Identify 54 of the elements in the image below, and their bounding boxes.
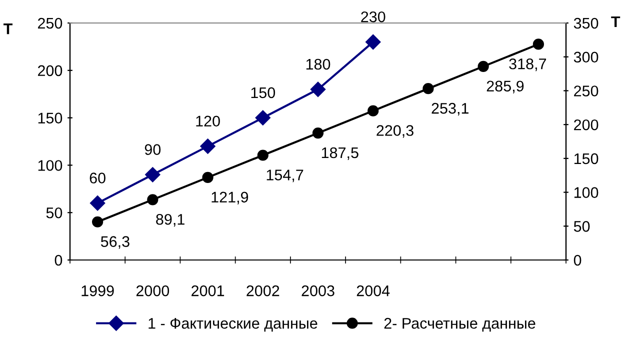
point bbox=[92, 216, 104, 228]
y2-tick-label: 100 bbox=[574, 187, 598, 198]
x-tick-label: 1999 bbox=[82, 285, 114, 296]
data-label: 285,9 bbox=[486, 80, 524, 94]
y2-tick-label: 250 bbox=[574, 86, 598, 96]
y-tick-label: 250 bbox=[38, 18, 62, 29]
data-label: 56,3 bbox=[100, 236, 130, 249]
legend-label: 1 - Фактические данные bbox=[148, 318, 318, 332]
point bbox=[368, 105, 379, 116]
x-tick-label: 2003 bbox=[302, 285, 334, 296]
data-label: 187,5 bbox=[322, 147, 358, 160]
x-tick-label: 2004 bbox=[356, 285, 390, 296]
y2-axis-title: Т bbox=[611, 16, 620, 27]
y2-tick-label: 200 bbox=[574, 119, 598, 130]
point bbox=[200, 138, 216, 154]
data-label: 121,9 bbox=[212, 192, 248, 204]
y2-tick-label: 300 bbox=[574, 52, 598, 63]
y2-tick-label: 50 bbox=[574, 221, 590, 232]
data-label: 180 bbox=[306, 58, 330, 70]
data-label: 60 bbox=[90, 172, 106, 184]
y-tick-label: 50 bbox=[46, 207, 62, 218]
point bbox=[478, 60, 489, 72]
point bbox=[366, 34, 381, 50]
point bbox=[90, 196, 106, 211]
y-tick-label: 150 bbox=[38, 112, 62, 124]
data-label: 230 bbox=[361, 11, 386, 22]
data-label: 220,3 bbox=[376, 125, 414, 138]
data-label: 154,7 bbox=[266, 170, 304, 182]
data-label: 90 bbox=[144, 144, 161, 155]
point bbox=[422, 83, 434, 94]
y2-tick-label: 150 bbox=[574, 153, 598, 164]
x-tick-label: 2000 bbox=[136, 285, 170, 296]
point bbox=[532, 38, 544, 50]
point bbox=[310, 82, 326, 97]
data-label: 318,7 bbox=[509, 58, 546, 72]
data-label: 253,1 bbox=[432, 102, 468, 116]
y-tick-label: 200 bbox=[38, 65, 62, 76]
y2-tick-label: 350 bbox=[574, 18, 598, 29]
legend-label: 2- Расчетные данные bbox=[384, 318, 536, 332]
point bbox=[257, 150, 268, 161]
x-tick-label: 2002 bbox=[246, 285, 280, 296]
point bbox=[312, 127, 324, 139]
y-tick-label: 100 bbox=[38, 160, 62, 171]
y2-tick-label: 0 bbox=[574, 254, 582, 266]
y-tick-label: 0 bbox=[54, 254, 62, 266]
point bbox=[202, 172, 214, 184]
point bbox=[147, 194, 158, 206]
data-label: 89,1 bbox=[156, 214, 184, 227]
x-tick-label: 2001 bbox=[192, 285, 224, 296]
point bbox=[145, 167, 160, 182]
point bbox=[255, 110, 270, 126]
y-axis-title: Т bbox=[4, 24, 13, 34]
data-label: 150 bbox=[251, 87, 276, 98]
data-label: 120 bbox=[196, 116, 220, 127]
